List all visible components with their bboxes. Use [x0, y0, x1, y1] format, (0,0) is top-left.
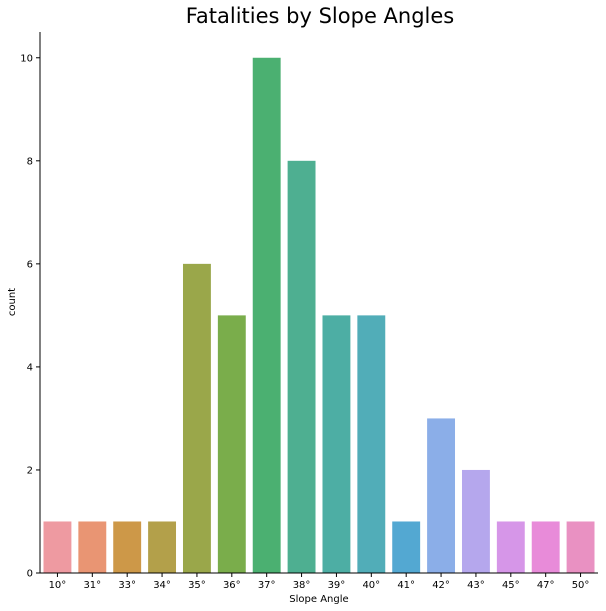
plot-area [43, 57, 595, 573]
x-tick-label: 36° [223, 580, 241, 591]
bar-2 [113, 521, 142, 573]
y-ticks: 0 2 4 6 8 10 [20, 53, 40, 580]
x-ticks: 10° 31° 33° 34° 35° 36° 37° 38° 39° 40° 41° 42° 43° 4… [49, 573, 590, 591]
bar-9 [357, 315, 386, 573]
x-tick-label: 35° [188, 580, 206, 591]
x-tick-label: 47° [537, 580, 555, 591]
bar-6 [252, 57, 281, 573]
bar-3 [148, 521, 177, 573]
x-tick-label: 40° [362, 580, 380, 591]
bar-7 [287, 160, 316, 573]
y-tick-label: 0 [27, 569, 33, 580]
x-tick-label: 37° [258, 580, 276, 591]
x-tick-label: 45° [502, 580, 520, 591]
y-axis-label: count [7, 288, 18, 316]
x-tick-label: 34° [153, 580, 171, 591]
x-tick-label: 10° [49, 580, 67, 591]
bar-15 [566, 521, 595, 573]
bar-11 [427, 418, 456, 573]
x-tick-label: 33° [118, 580, 136, 591]
bar-1 [78, 521, 107, 573]
x-tick-label: 31° [83, 580, 101, 591]
y-tick-label: 10 [20, 53, 33, 64]
x-tick-label: 41° [397, 580, 415, 591]
x-tick-label: 39° [328, 580, 346, 591]
y-tick-label: 4 [27, 362, 33, 373]
y-tick-label: 8 [27, 156, 33, 167]
bar-4 [182, 263, 211, 573]
x-tick-label: 42° [432, 580, 450, 591]
bar-5 [217, 315, 246, 573]
bar-14 [531, 521, 560, 573]
bar-0 [43, 521, 72, 573]
chart-title: Fatalities by Slope Angles [186, 4, 454, 28]
y-tick-label: 6 [27, 259, 33, 270]
bar-12 [461, 469, 490, 573]
bar-10 [392, 521, 421, 573]
x-tick-label: 38° [293, 580, 311, 591]
bar-13 [496, 521, 525, 573]
bar-8 [322, 315, 351, 573]
x-tick-label: 50° [572, 580, 590, 591]
x-axis-label: Slope Angle [289, 594, 348, 605]
y-tick-label: 2 [27, 465, 33, 476]
x-tick-label: 43° [467, 580, 485, 591]
